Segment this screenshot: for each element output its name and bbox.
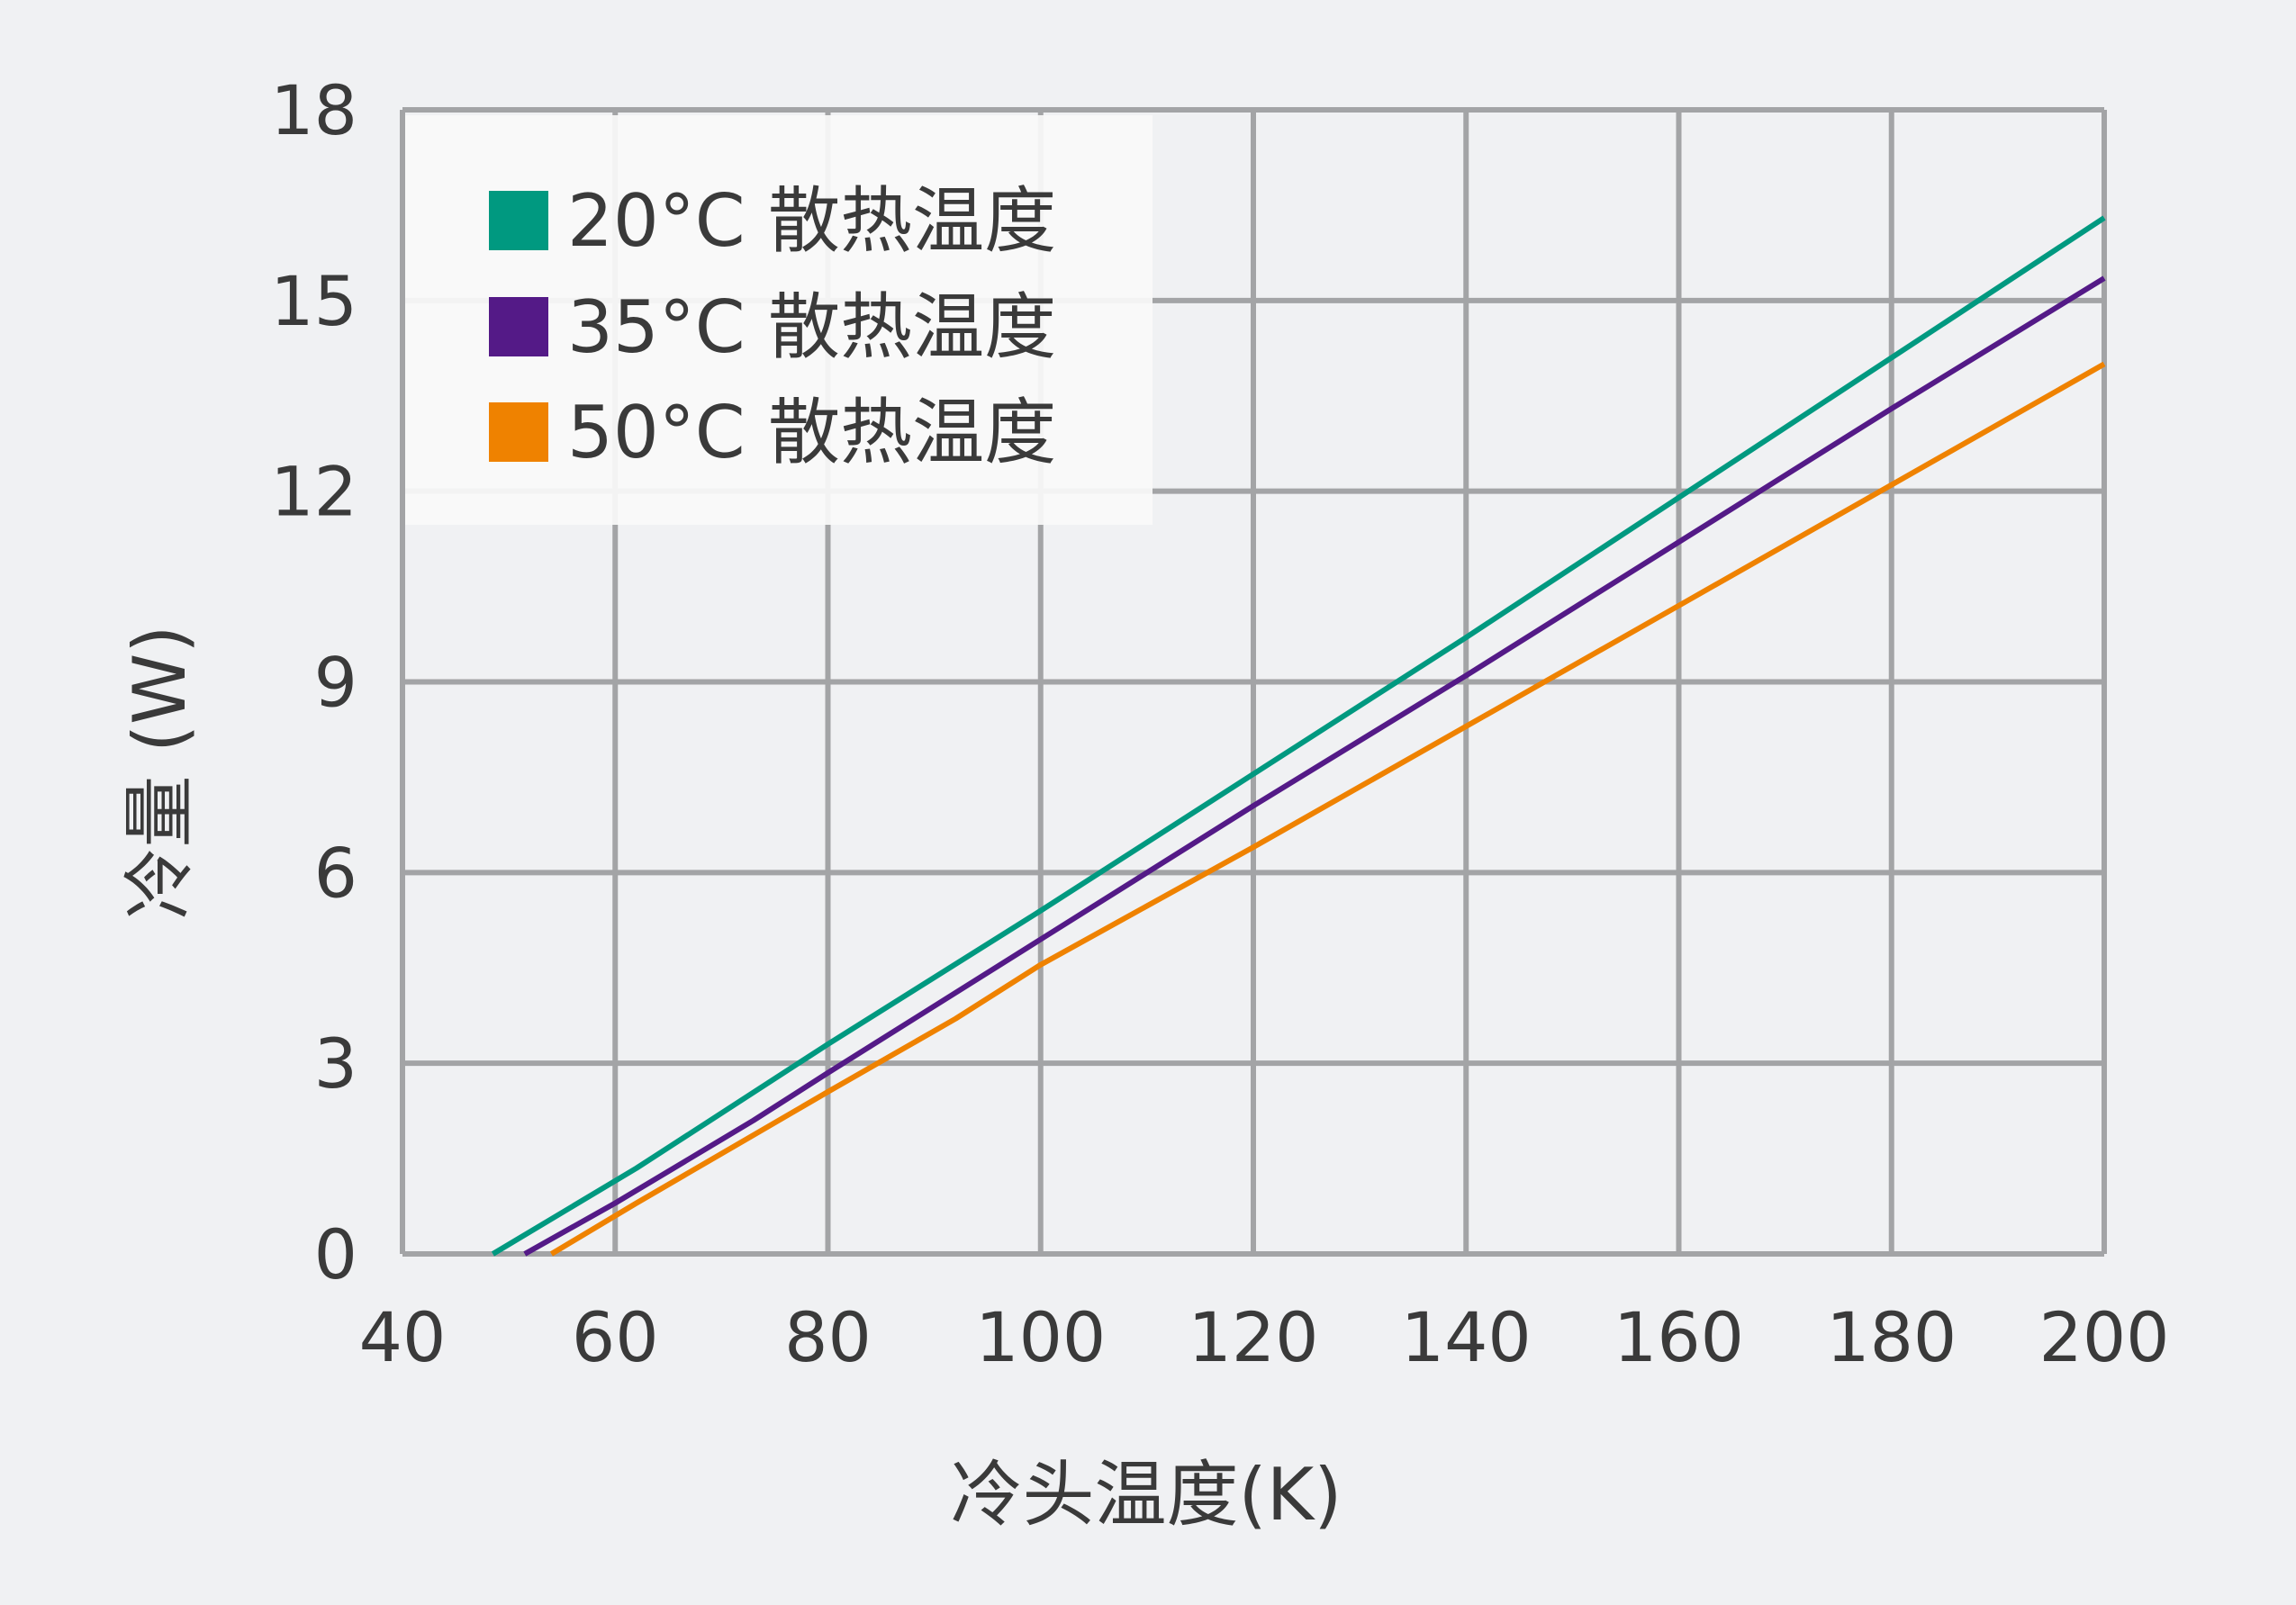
x-tick-label: 100: [975, 1297, 1106, 1377]
x-tick-label: 80: [784, 1297, 872, 1377]
legend-label: 20°C 散热温度: [567, 179, 1056, 263]
series-line-2: [523, 275, 2106, 1257]
x-tick-label: 200: [2038, 1297, 2169, 1377]
y-tick-label: 12: [270, 452, 357, 532]
series-line-1: [491, 215, 2106, 1257]
x-tick-label: 140: [1401, 1297, 1532, 1377]
x-axis-label: 冷头温度(K): [951, 1453, 1342, 1537]
axes: 40 60 80 100 120 140 160 180 200 0 3 6 9 12 15 18: [270, 70, 2169, 1377]
y-tick-label: 3: [314, 1023, 357, 1104]
x-tick-label: 60: [572, 1297, 659, 1377]
x-tick-label: 180: [1826, 1297, 1957, 1377]
y-tick-label: 6: [314, 833, 357, 913]
x-tick-label: 120: [1188, 1297, 1318, 1377]
y-axis-label: 冷量 (W): [118, 626, 202, 920]
legend-swatch: [489, 297, 548, 356]
x-tick-label: 40: [359, 1297, 447, 1377]
y-tick-label: 0: [314, 1214, 357, 1294]
legend: 20°C 散热温度 35°C 散热温度 50°C 散热温度: [405, 115, 1153, 525]
legend-swatch: [489, 191, 548, 250]
series-lines: [491, 215, 2106, 1257]
y-tick-label: 9: [314, 643, 357, 723]
legend-label: 50°C 散热温度: [567, 391, 1056, 474]
y-tick-label: 15: [270, 261, 357, 341]
legend-label: 35°C 散热温度: [567, 285, 1056, 369]
y-tick-label: 18: [270, 70, 357, 150]
grid: [400, 107, 2107, 1257]
legend-swatch: [489, 402, 548, 462]
x-tick-label: 160: [1614, 1297, 1744, 1377]
series-line-3: [549, 361, 2106, 1257]
